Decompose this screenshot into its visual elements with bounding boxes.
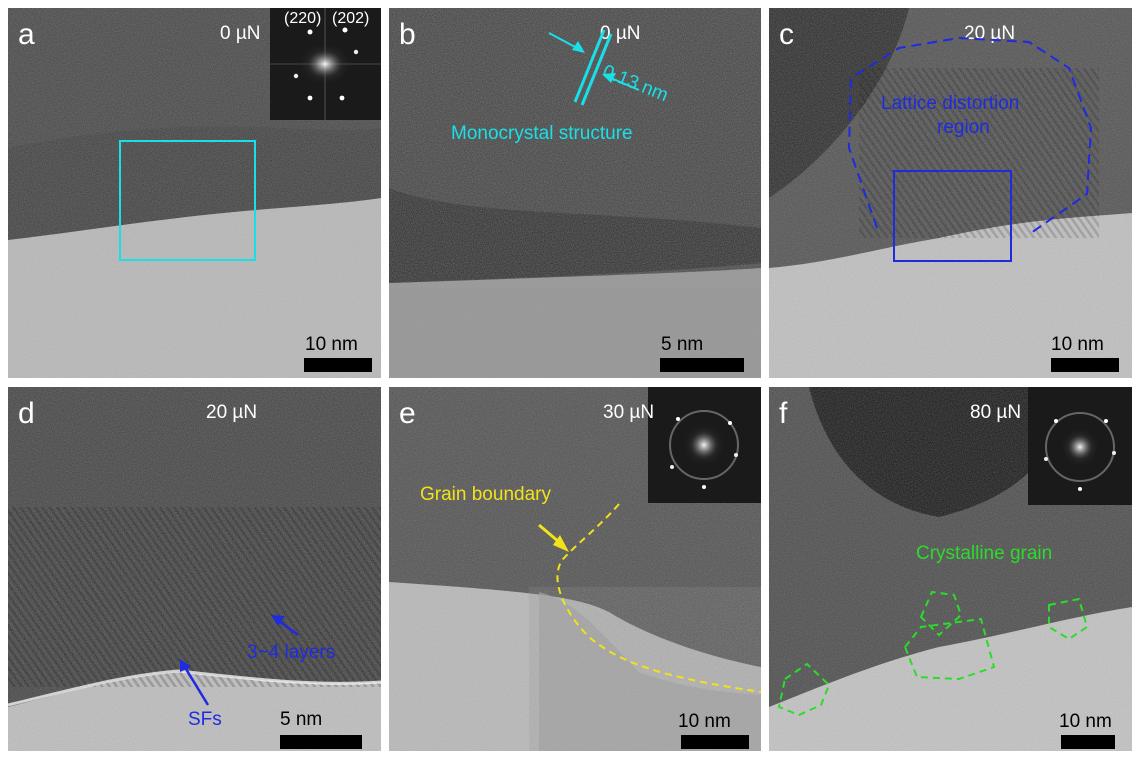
panel-f: f 80 µN Crystalline grain 10 nm [769, 387, 1132, 751]
panel-f-fft-inset [1028, 387, 1132, 505]
panel-c-micrograph [769, 8, 1132, 378]
panel-a-scale-bar [304, 358, 372, 372]
panel-d-letter: d [18, 397, 35, 430]
panel-b-scale-label: 5 nm [661, 334, 704, 355]
panel-a-zoom-box [119, 140, 256, 261]
panel-e-boundary [538, 503, 761, 693]
panel-b-scale-bar [660, 358, 744, 372]
panel-c-annotation-line2: region [937, 117, 990, 138]
panel-f-force-label: 80 µN [970, 402, 1022, 423]
panel-d: d 20 µN SFs 3~4 layers 5 nm [8, 387, 381, 751]
panel-f-annotation: Crystalline grain [916, 543, 1053, 564]
panel-f-scale-label: 10 nm [1059, 711, 1112, 732]
panel-d-layers-label: 3~4 layers [247, 642, 336, 663]
panel-d-arrows [180, 615, 299, 706]
panel-a-letter: a [18, 18, 35, 51]
panel-e-scale-label: 10 nm [678, 711, 731, 732]
panel-e-force-label: 30 µN [603, 402, 655, 423]
panel-b: b 0 µN 0.13 nm Monocrystal structure 5 n… [389, 8, 761, 378]
panel-d-force-label: 20 µN [206, 402, 258, 423]
panel-d-sfs-label: SFs [188, 709, 222, 730]
panel-f-grain-outlines [777, 590, 1089, 717]
panel-e: e 30 µN Grain boundary 10 nm [389, 387, 761, 751]
panel-a-force-label: 0 µN [220, 23, 261, 44]
panel-c-annotation-line1: Lattice distortion [881, 93, 1020, 114]
panel-a-fft-label-202: (202) [332, 10, 370, 27]
panel-a-scale-label: 10 nm [305, 334, 358, 355]
panel-b-spacing-marker [548, 29, 640, 106]
panel-a-fft-inset [270, 8, 381, 120]
panel-e-letter: e [399, 397, 416, 430]
panel-f-scale-bar [1061, 735, 1115, 749]
panel-c-distortion-outline [847, 36, 1093, 234]
panel-e-scale-bar [681, 735, 749, 749]
panel-c-scale-label: 10 nm [1051, 334, 1104, 355]
panel-c-letter: c [779, 18, 794, 51]
panel-d-scale-label: 5 nm [280, 709, 323, 730]
panel-b-annotation: Monocrystal structure [451, 123, 633, 144]
panel-a-fft-label-220: (220) [284, 10, 322, 27]
panel-c-zoom-box [893, 170, 1012, 262]
panel-d-scale-bar [280, 735, 362, 749]
panel-c-scale-bar [1051, 358, 1119, 372]
panel-f-letter: f [779, 397, 788, 430]
panel-b-letter: b [399, 18, 416, 51]
panel-e-annotation: Grain boundary [420, 484, 551, 505]
panel-a: (220) (202) a 0 µN 10 nm [8, 8, 381, 378]
panel-e-fft-inset [648, 387, 761, 503]
panel-c: c 20 µN Lattice distortion region 10 nm [769, 8, 1132, 378]
